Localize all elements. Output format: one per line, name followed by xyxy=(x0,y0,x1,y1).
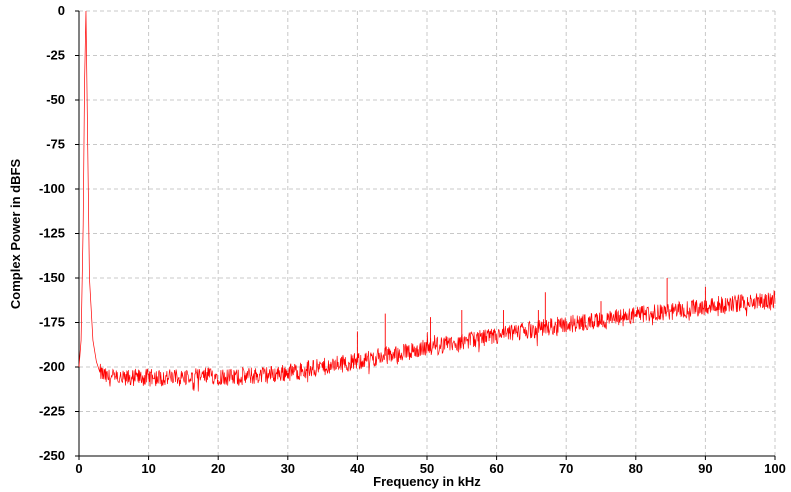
y-tick-label: -175 xyxy=(39,315,65,330)
x-tick-label: 0 xyxy=(75,461,82,476)
y-tick-label: -50 xyxy=(46,92,65,107)
x-tick-label: 50 xyxy=(420,461,434,476)
x-tick-label: 70 xyxy=(559,461,573,476)
y-tick-label: -200 xyxy=(39,359,65,374)
x-tick-label: 10 xyxy=(141,461,155,476)
x-tick-label: 60 xyxy=(489,461,503,476)
x-axis-label: Frequency in kHz xyxy=(373,474,481,489)
y-tick-label: -75 xyxy=(46,137,65,152)
series-line xyxy=(78,10,776,392)
y-tick-label: -25 xyxy=(46,48,65,63)
y-axis-label: Complex Power in dBFS xyxy=(8,159,23,310)
y-tick-labels: 0 -25 -50 -75 -100 -125 -150 -175 -200 -225 -250 xyxy=(39,3,79,463)
x-tick-label: 100 xyxy=(764,461,786,476)
y-tick-label: -150 xyxy=(39,270,65,285)
x-tick-label: 40 xyxy=(350,461,364,476)
y-tick-label: -250 xyxy=(39,448,65,463)
series-layer xyxy=(78,10,776,392)
x-tick-labels: 0 10 20 30 40 50 60 70 80 90 100 xyxy=(75,456,786,476)
y-tick-label: 0 xyxy=(58,3,65,18)
x-tick-label: 30 xyxy=(281,461,295,476)
x-tick-label: 80 xyxy=(629,461,643,476)
grid-lines xyxy=(79,10,776,456)
y-tick-label: -100 xyxy=(39,181,65,196)
x-tick-label: 20 xyxy=(211,461,225,476)
y-tick-label: -125 xyxy=(39,226,65,241)
x-tick-label: 90 xyxy=(698,461,712,476)
y-tick-label: -225 xyxy=(39,404,65,419)
